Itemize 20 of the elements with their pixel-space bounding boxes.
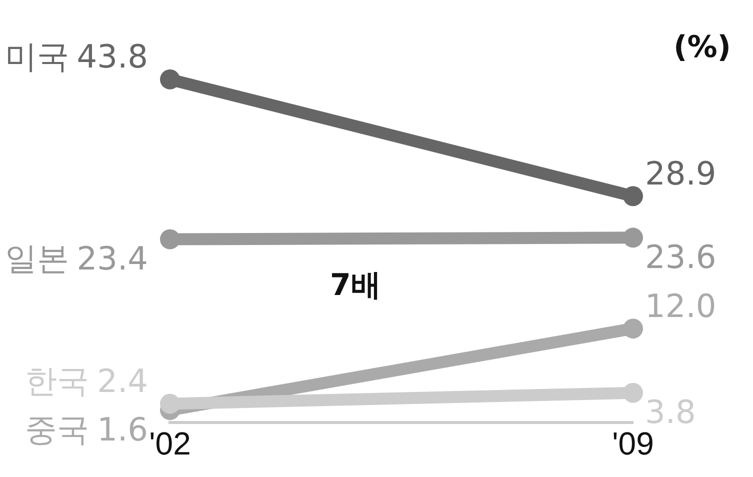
text: 일본 xyxy=(4,240,69,278)
point xyxy=(160,69,180,90)
point xyxy=(160,229,180,250)
data-label: 1.6 xyxy=(97,410,148,448)
data-label: 43.8 xyxy=(76,38,148,76)
x-tick-label: '02 xyxy=(149,426,191,462)
data-label: 12.0 xyxy=(645,286,716,325)
point xyxy=(623,382,643,403)
data-label: 28.9 xyxy=(645,154,716,192)
text: (%) xyxy=(674,30,731,65)
annotation: 7배 xyxy=(330,267,381,305)
x-tick-label: '09 xyxy=(612,426,654,462)
point xyxy=(160,394,180,414)
text: 미국 xyxy=(4,38,69,76)
data-label: 23.6 xyxy=(645,238,716,276)
data-label: 23.4 xyxy=(76,240,148,278)
text: 중국 xyxy=(25,410,90,448)
point xyxy=(623,318,643,339)
point xyxy=(623,186,643,206)
point xyxy=(623,228,643,248)
